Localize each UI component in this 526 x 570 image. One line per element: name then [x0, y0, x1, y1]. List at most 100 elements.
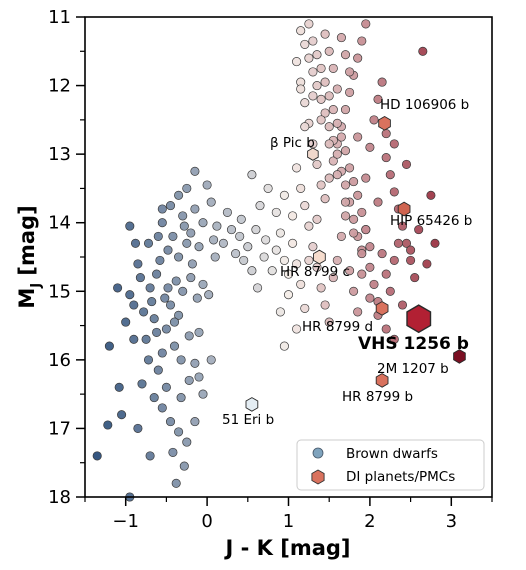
brown-dwarf-point	[357, 249, 367, 259]
brown-dwarf-point	[308, 36, 318, 46]
brown-dwarf-point	[349, 286, 359, 296]
brown-dwarf-point	[92, 451, 102, 461]
x-tick-label: 3	[446, 511, 457, 532]
brown-dwarf-point	[182, 238, 192, 248]
brown-dwarf-point	[328, 273, 338, 283]
brown-dwarf-point	[320, 77, 330, 87]
planet-marker	[245, 397, 259, 412]
planet-markers	[245, 115, 466, 412]
brown-dwarf-point	[353, 53, 363, 63]
brown-dwarf-point	[157, 204, 167, 214]
brown-dwarf-point	[236, 214, 246, 224]
brown-dwarf-point	[292, 324, 302, 334]
planet-marker	[397, 201, 411, 217]
brown-dwarf-point	[393, 238, 403, 248]
brown-dwarf-point	[113, 283, 123, 293]
brown-dwarf-point	[312, 159, 322, 169]
x-tick-label: 2	[364, 511, 375, 532]
brown-dwarf-point	[373, 197, 383, 207]
brown-dwarf-point	[300, 303, 310, 313]
annotation-hr-8799-d: HR 8799 d	[302, 319, 373, 335]
brown-dwarf-point	[312, 81, 322, 91]
brown-dwarf-point	[218, 238, 228, 248]
brown-dwarf-point	[332, 255, 342, 265]
brown-dwarf-point	[328, 63, 338, 73]
brown-dwarf-point	[198, 279, 208, 289]
brown-dwarf-point	[401, 238, 412, 248]
brown-dwarf-point	[186, 273, 196, 283]
brown-dwarf-point	[161, 324, 171, 334]
brown-dwarf-point	[336, 132, 346, 142]
brown-dwarf-point	[369, 279, 379, 289]
brown-dwarf-point	[340, 180, 351, 190]
brown-dwarf-point	[304, 221, 314, 231]
brown-dwarf-point	[320, 194, 330, 204]
brown-dwarf-point	[182, 437, 192, 447]
brown-dwarf-point	[324, 173, 334, 183]
brown-dwarf-point	[332, 118, 342, 128]
brown-dwarf-point	[198, 218, 208, 228]
brown-dwarf-point	[174, 427, 184, 437]
brown-dwarf-point	[194, 242, 204, 252]
brown-dwarf-point	[312, 50, 322, 60]
brown-dwarf-point	[324, 91, 334, 101]
y-tick-label: 13	[48, 144, 71, 165]
brown-dwarf-point	[275, 228, 285, 238]
brown-dwarf-point	[206, 197, 216, 207]
brown-dwarf-point	[202, 180, 212, 190]
y-tick-label: 14	[48, 213, 71, 234]
brown-dwarf-point	[171, 276, 181, 286]
brown-dwarf-point	[190, 204, 200, 214]
brown-dwarf-point	[184, 375, 194, 385]
brown-dwarf-point	[373, 94, 383, 104]
brown-dwarf-point	[143, 355, 154, 365]
y-tick-label: 18	[48, 487, 71, 508]
brown-dwarf-point	[279, 255, 289, 265]
brown-dwarf-point	[369, 115, 379, 125]
brown-dwarf-point	[114, 382, 124, 392]
legend: Brown dwarfs DI planets/PMCs	[296, 439, 485, 491]
brown-dwarf-point	[145, 283, 155, 293]
brown-dwarf-point	[235, 231, 245, 241]
brown-dwarf-point	[353, 307, 363, 317]
brown-dwarf-point	[336, 231, 346, 241]
brown-dwarf-point	[247, 170, 257, 180]
brown-dwarf-point	[187, 259, 197, 269]
brown-dwarf-point	[168, 447, 178, 457]
brown-dwarf-point	[129, 334, 139, 344]
brown-dwarf-point	[406, 255, 416, 265]
brown-dwarf-point	[171, 478, 181, 488]
brown-dwarf-point	[324, 122, 334, 132]
brown-dwarf-point	[243, 242, 253, 252]
annotation-beta-pic-b: β Pic b	[270, 135, 315, 151]
brown-dwarf-point	[157, 348, 167, 358]
brown-dwarf-point	[377, 249, 387, 259]
brown-dwarf-point	[192, 293, 202, 303]
brown-dwarf-point	[279, 190, 289, 200]
brown-dwarf-point	[345, 67, 355, 77]
brown-dwarf-point	[320, 108, 330, 118]
brown-dwarf-point	[324, 317, 334, 327]
brown-dwarf-point	[152, 269, 162, 279]
brown-dwarf-point	[288, 211, 298, 221]
brown-dwarf-point	[401, 159, 412, 169]
annotation-hip-65426-b: HIP 65426 b	[390, 213, 472, 229]
brown-dwarf-point	[174, 310, 184, 320]
brown-dwarf-point	[135, 273, 145, 283]
brown-dwarf-point	[385, 286, 395, 296]
x-tick-label: 1	[283, 511, 294, 532]
brown-dwarf-point	[117, 410, 127, 420]
brown-dwarf-point	[129, 300, 139, 310]
brown-dwarf-point	[377, 77, 387, 87]
brown-dwarf-point	[163, 283, 173, 293]
brown-dwarf-point	[304, 53, 314, 63]
brown-dwarf-point	[349, 228, 359, 238]
brown-dwarf-point	[271, 207, 281, 217]
brown-dwarf-point	[168, 231, 178, 241]
brown-dwarf-point	[296, 26, 306, 36]
brown-dwarf-point	[165, 417, 176, 427]
brown-dwarf-point	[263, 183, 273, 193]
brown-dwarf-point	[130, 238, 141, 248]
brown-dwarf-point	[308, 91, 318, 101]
brown-dwarf-point	[340, 50, 351, 60]
